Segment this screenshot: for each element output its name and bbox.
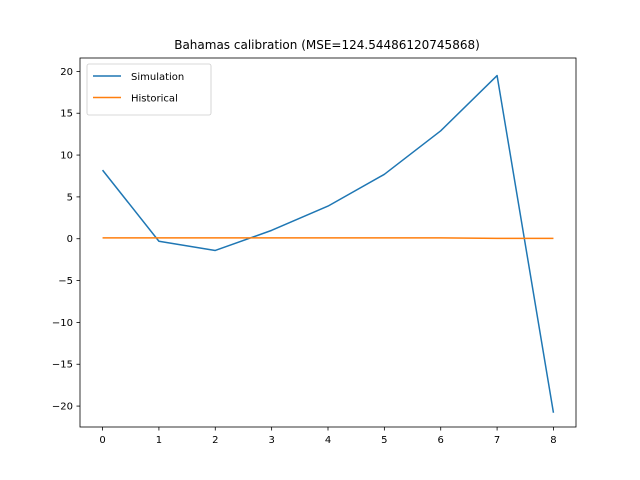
x-tick-label: 5 bbox=[381, 435, 387, 446]
x-tick-label: 1 bbox=[156, 435, 162, 446]
axes-layer: 0 1 2 3 4 5 6 7 8 −20 −15 −10 −5 0 5 10 15 20 bbox=[52, 67, 557, 446]
y-tick-label: −5 bbox=[58, 276, 73, 287]
x-tick-label: 3 bbox=[268, 435, 274, 446]
x-tick-label: 4 bbox=[325, 435, 331, 446]
x-tick-label: 0 bbox=[99, 435, 105, 446]
y-tick-label: −10 bbox=[52, 318, 73, 329]
legend: Simulation Historical bbox=[86, 63, 212, 116]
x-tick-label: 6 bbox=[438, 435, 444, 446]
series-line-simulation bbox=[101, 74, 555, 413]
y-tick-label: 15 bbox=[60, 109, 73, 120]
chart-title: Bahamas calibration (MSE=124.54486120745… bbox=[174, 38, 480, 52]
legend-label: Simulation bbox=[131, 72, 184, 83]
y-tick-label: −15 bbox=[52, 360, 73, 371]
y-tick-label: 0 bbox=[67, 234, 73, 245]
legend-label: Historical bbox=[131, 94, 178, 105]
y-tick-label: 10 bbox=[60, 151, 73, 162]
x-tick-label: 2 bbox=[212, 435, 218, 446]
y-tick-label: 20 bbox=[60, 67, 73, 78]
plot-layer bbox=[101, 74, 555, 413]
x-tick-label: 7 bbox=[494, 435, 500, 446]
x-tick-label: 8 bbox=[550, 435, 556, 446]
y-tick-label: 5 bbox=[67, 192, 73, 203]
y-tick-label: −20 bbox=[52, 402, 73, 413]
